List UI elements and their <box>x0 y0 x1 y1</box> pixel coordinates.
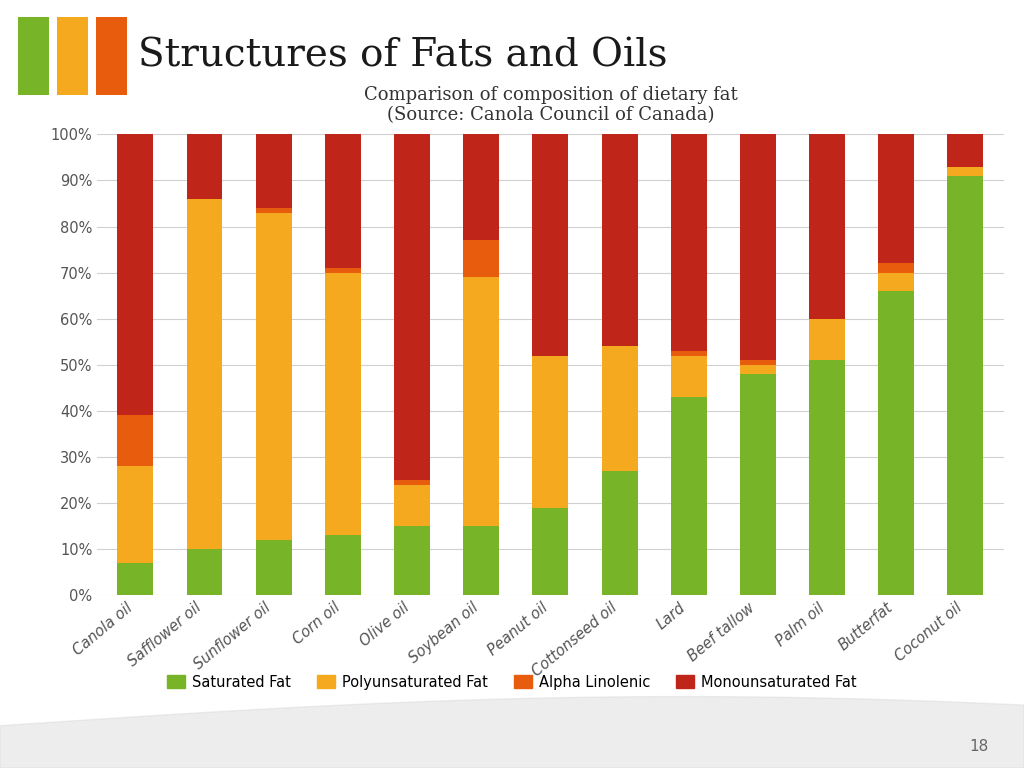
Bar <box>947 134 983 167</box>
Bar <box>118 466 154 563</box>
Bar <box>532 134 568 356</box>
Title: Comparison of composition of dietary fat
(Source: Canola Council of Canada): Comparison of composition of dietary fat… <box>364 86 737 124</box>
Bar <box>463 240 500 277</box>
Bar <box>947 167 983 176</box>
Bar <box>256 540 292 595</box>
Bar <box>394 485 430 526</box>
Bar <box>325 535 360 595</box>
Bar <box>186 134 222 199</box>
Bar <box>325 134 360 268</box>
Bar <box>96 17 127 94</box>
Bar <box>57 17 88 94</box>
Bar <box>186 549 222 595</box>
Bar <box>463 526 500 595</box>
Bar <box>671 351 707 356</box>
Text: Structures of Fats and Oils: Structures of Fats and Oils <box>138 37 668 74</box>
Bar <box>463 134 500 240</box>
Bar <box>879 134 914 263</box>
Bar <box>879 263 914 273</box>
Bar <box>740 374 776 595</box>
Bar <box>532 508 568 595</box>
Bar <box>532 356 568 508</box>
Bar <box>947 176 983 595</box>
Bar <box>809 319 845 360</box>
Bar <box>256 134 292 208</box>
Polygon shape <box>0 697 1024 768</box>
Bar <box>394 134 430 480</box>
Bar <box>601 471 638 595</box>
Bar <box>256 213 292 540</box>
Text: 18: 18 <box>969 739 988 754</box>
Bar <box>601 134 638 346</box>
Legend: Saturated Fat, Polyunsaturated Fat, Alpha Linolenic, Monounsaturated Fat: Saturated Fat, Polyunsaturated Fat, Alph… <box>162 669 862 696</box>
Bar <box>325 268 360 273</box>
Bar <box>879 291 914 595</box>
Bar <box>118 563 154 595</box>
Bar <box>601 346 638 471</box>
Bar <box>463 277 500 526</box>
Bar <box>809 360 845 595</box>
Bar <box>256 208 292 213</box>
Bar <box>671 134 707 351</box>
Bar <box>118 134 154 415</box>
Bar <box>394 480 430 485</box>
Bar <box>671 397 707 595</box>
Bar <box>740 365 776 374</box>
Bar <box>809 134 845 319</box>
Bar <box>325 273 360 535</box>
Bar <box>118 415 154 466</box>
Bar <box>671 356 707 397</box>
Bar <box>18 17 49 94</box>
Bar <box>740 360 776 365</box>
Bar <box>740 134 776 360</box>
Bar <box>394 526 430 595</box>
Bar <box>186 199 222 549</box>
Bar <box>879 273 914 291</box>
